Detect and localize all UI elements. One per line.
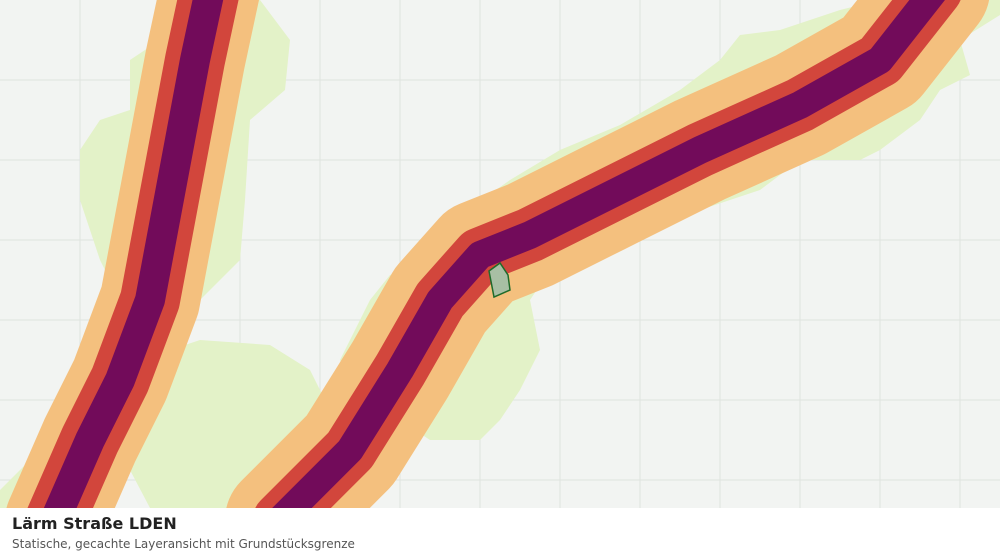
noise-band-very-high	[43, 0, 224, 508]
caption-bar: Lärm Straße LDEN Statische, gecachte Lay…	[0, 508, 1000, 560]
parcel-boundary	[488, 261, 511, 299]
layer-subtitle: Statische, gecachte Layeransicht mit Gru…	[12, 537, 355, 551]
noise-map	[0, 0, 1000, 508]
road-2-bands	[226, 0, 989, 508]
road-1-bands	[6, 0, 259, 508]
layer-title: Lärm Straße LDEN	[12, 514, 177, 533]
noise-band-very-high	[272, 0, 945, 508]
